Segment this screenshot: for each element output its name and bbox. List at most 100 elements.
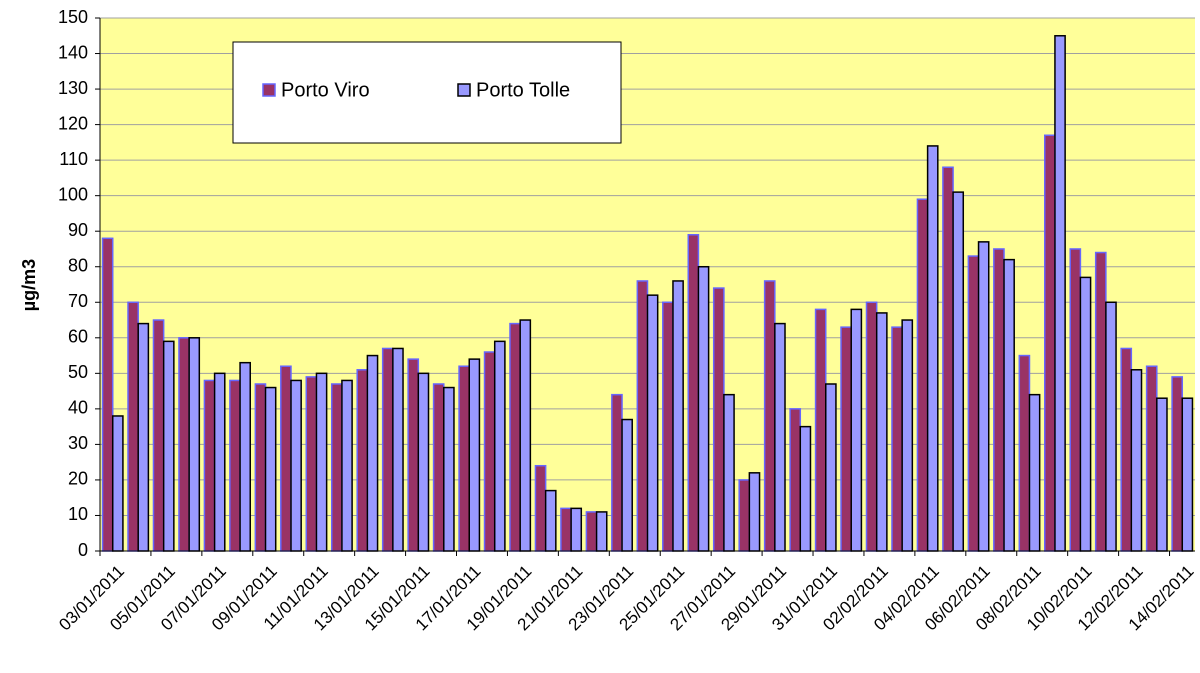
legend-label: Porto Viro [281, 79, 370, 101]
bar [840, 326, 852, 552]
bar [1145, 365, 1158, 552]
bar [1044, 134, 1056, 552]
y-tick-label: 90 [68, 220, 88, 240]
bar [239, 361, 251, 552]
bar [672, 280, 684, 552]
bar [942, 166, 954, 552]
bar [636, 280, 649, 552]
bar [544, 489, 557, 552]
bar [407, 358, 420, 552]
bar [152, 319, 165, 552]
bar [875, 312, 888, 552]
bar [560, 507, 572, 552]
bar [1105, 301, 1117, 552]
bar [1130, 369, 1143, 552]
legend-swatch [262, 83, 276, 97]
bar [341, 379, 353, 552]
bar [137, 322, 150, 552]
bar [519, 319, 532, 552]
bar [977, 241, 990, 552]
bar [916, 198, 929, 552]
bar [926, 145, 939, 552]
bar [111, 415, 124, 552]
bar [1120, 347, 1133, 552]
bar [570, 507, 583, 552]
y-tick-label: 30 [68, 433, 88, 453]
bar [595, 511, 608, 552]
bar [1079, 276, 1092, 552]
bar [993, 248, 1005, 552]
bar [825, 383, 837, 552]
bar [774, 322, 786, 552]
bar [1028, 393, 1041, 552]
bar [865, 301, 878, 552]
bar [162, 340, 175, 552]
y-tick-label: 100 [58, 184, 88, 204]
y-tick-label: 140 [58, 42, 88, 62]
bar [315, 372, 328, 552]
bar [1156, 397, 1168, 552]
y-tick-label: 120 [58, 113, 88, 133]
bar [611, 393, 623, 552]
legend [232, 41, 622, 144]
bar [1069, 248, 1082, 552]
bar [432, 383, 445, 552]
bar [381, 347, 394, 552]
bar [483, 351, 496, 552]
bar [585, 511, 598, 552]
bar [305, 376, 318, 552]
bar [493, 340, 506, 552]
bar [697, 265, 710, 552]
y-tick-label: 80 [68, 255, 88, 275]
bar [621, 418, 633, 552]
y-axis-label: µg/m3 [19, 259, 39, 311]
bar [213, 372, 226, 552]
y-tick-label: 130 [58, 78, 88, 98]
bar [763, 280, 776, 552]
bar [468, 358, 481, 552]
bar [534, 464, 547, 552]
bar [738, 479, 751, 552]
y-tick-label: 50 [68, 362, 88, 382]
bar [814, 308, 827, 552]
bar [366, 354, 379, 552]
bar [458, 365, 470, 552]
bar [662, 301, 674, 552]
bar [850, 308, 863, 552]
y-tick-label: 110 [59, 149, 88, 169]
y-tick-label: 40 [68, 398, 88, 418]
bar [1181, 397, 1194, 552]
y-tick-label: 60 [68, 327, 88, 347]
bar [687, 234, 700, 552]
y-tick-label: 0 [78, 540, 88, 560]
bar [967, 255, 980, 552]
y-tick-label: 20 [68, 469, 88, 489]
y-tick-label: 10 [68, 504, 88, 524]
bar [509, 322, 521, 552]
bar [952, 191, 965, 552]
bar [264, 386, 277, 552]
bar [1054, 35, 1066, 552]
bar [723, 393, 735, 552]
bar [891, 326, 903, 552]
bar [1094, 251, 1107, 552]
y-tick-label: 70 [68, 291, 88, 311]
bar [188, 337, 201, 552]
bar [101, 237, 114, 552]
bar [1171, 376, 1184, 552]
bar [254, 383, 267, 552]
bar [799, 425, 812, 552]
bar [712, 287, 725, 552]
bar [280, 365, 292, 552]
legend-label: Porto Tolle [476, 79, 570, 101]
bar [330, 383, 343, 552]
bar [178, 337, 190, 552]
bar [443, 386, 455, 552]
bar [127, 301, 139, 552]
bar [1003, 258, 1015, 552]
bar [748, 472, 761, 552]
bar [901, 319, 914, 552]
bar [417, 372, 430, 552]
bar [203, 379, 216, 552]
